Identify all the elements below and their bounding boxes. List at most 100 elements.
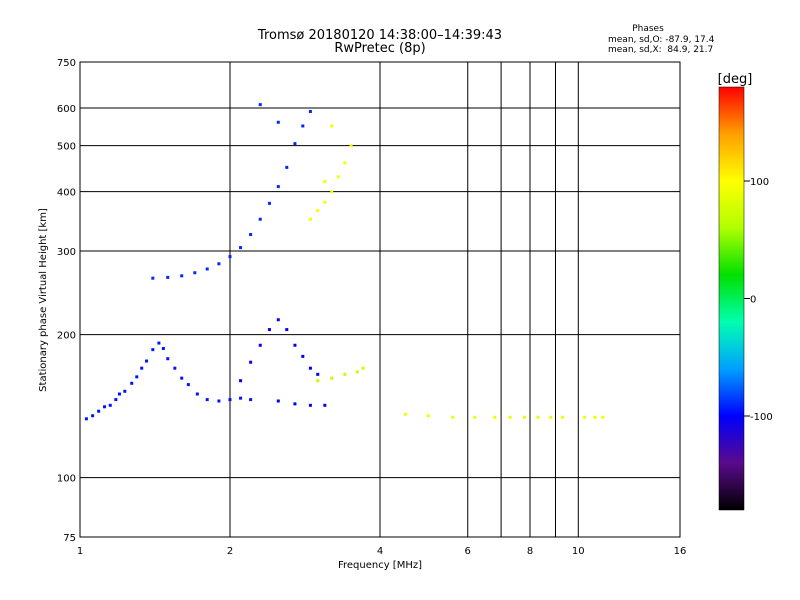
data-point (193, 271, 197, 275)
data-point (361, 366, 365, 370)
data-point (97, 409, 101, 413)
data-point (151, 348, 155, 352)
data-point (195, 392, 199, 396)
data-point (84, 417, 88, 421)
data-point (336, 175, 340, 179)
data-points (84, 103, 605, 421)
data-point (308, 217, 312, 221)
data-point (145, 359, 149, 363)
data-point (323, 180, 327, 184)
data-point (161, 347, 165, 351)
data-point (308, 366, 312, 370)
data-point (293, 402, 297, 406)
chart-subtitle: RwPretec (8p) (334, 41, 425, 56)
data-point (316, 209, 320, 213)
data-point (323, 200, 327, 204)
data-point (228, 255, 232, 259)
data-point (403, 412, 407, 416)
data-point (561, 415, 565, 419)
data-point (316, 372, 320, 376)
data-point (103, 405, 107, 409)
data-point (276, 399, 280, 403)
data-point (123, 389, 127, 393)
stats-x-line: mean, sd,X: 84.9, 21.7 (608, 45, 713, 55)
data-point (205, 398, 209, 402)
data-point (258, 217, 262, 221)
data-point (301, 124, 305, 128)
data-point (151, 276, 155, 280)
data-point (217, 399, 221, 403)
data-point (130, 381, 134, 385)
y-tick-label: 200 (57, 331, 76, 342)
data-point (308, 109, 312, 113)
data-point (301, 354, 305, 358)
colorbar (718, 86, 745, 511)
data-point (267, 328, 271, 332)
data-point (239, 246, 243, 250)
data-point (114, 398, 118, 402)
axis-ticks: 1 2 4 6 8 10 16 75 100 200 300 400 500 600 750 (57, 58, 686, 557)
data-point (451, 415, 455, 419)
data-point (249, 398, 253, 402)
data-point (276, 185, 280, 189)
y-tick-label: 400 (57, 188, 76, 199)
data-point (258, 343, 262, 347)
y-tick-label: 100 (57, 474, 76, 485)
data-point (308, 403, 312, 407)
x-axis-label: Frequency [MHz] (338, 560, 422, 571)
data-point (355, 370, 359, 374)
colorbar-label: [deg] (718, 72, 753, 87)
data-point (267, 201, 271, 205)
chart-title: Tromsø 20180120 14:38:00–14:39:43 (257, 28, 502, 43)
y-tick-label: 75 (63, 533, 76, 544)
data-point (523, 415, 527, 419)
data-point (426, 414, 430, 418)
data-point (508, 415, 512, 419)
colorbar-ticks: 100 0 -100 (744, 177, 773, 423)
x-tick-label: 8 (527, 546, 533, 557)
data-point (583, 415, 587, 419)
x-tick-label: 16 (674, 546, 687, 557)
x-tick-label: 2 (227, 546, 233, 557)
data-point (91, 414, 95, 418)
x-tick-label: 6 (465, 546, 471, 557)
y-axis-label: Stationary phase Virtual Height [km] (38, 208, 49, 392)
data-point (276, 318, 280, 322)
data-point (205, 267, 209, 271)
stats-o-line: mean, sd,O: -87.9, 17.4 (608, 35, 715, 45)
data-point (330, 190, 334, 194)
x-tick-label: 10 (572, 546, 585, 557)
colorbar-tick-label: 100 (750, 177, 769, 188)
data-point (173, 366, 177, 370)
data-point (493, 415, 497, 419)
data-point (239, 379, 243, 383)
data-point (117, 392, 121, 396)
data-point (549, 415, 553, 419)
data-point (186, 383, 190, 387)
data-point (180, 376, 184, 380)
data-point (217, 262, 221, 266)
data-point (536, 415, 540, 419)
x-tick-label: 1 (77, 546, 83, 557)
data-point (330, 376, 334, 380)
colorbar-tick-label: -100 (750, 412, 773, 423)
grid-lines (80, 62, 680, 537)
data-point (343, 161, 347, 165)
data-point (285, 328, 289, 332)
data-point (323, 403, 327, 407)
y-tick-label: 750 (57, 58, 76, 69)
data-point (140, 366, 144, 370)
data-point (285, 165, 289, 169)
data-point (276, 120, 280, 124)
colorbar-tick-label: 0 (750, 295, 756, 306)
data-point (258, 103, 262, 107)
data-point (330, 124, 334, 128)
data-point (293, 142, 297, 146)
data-point (349, 144, 353, 148)
data-point (135, 375, 139, 379)
data-point (249, 233, 253, 237)
y-tick-label: 600 (57, 104, 76, 115)
data-point (316, 379, 320, 383)
y-tick-label: 300 (57, 247, 76, 258)
